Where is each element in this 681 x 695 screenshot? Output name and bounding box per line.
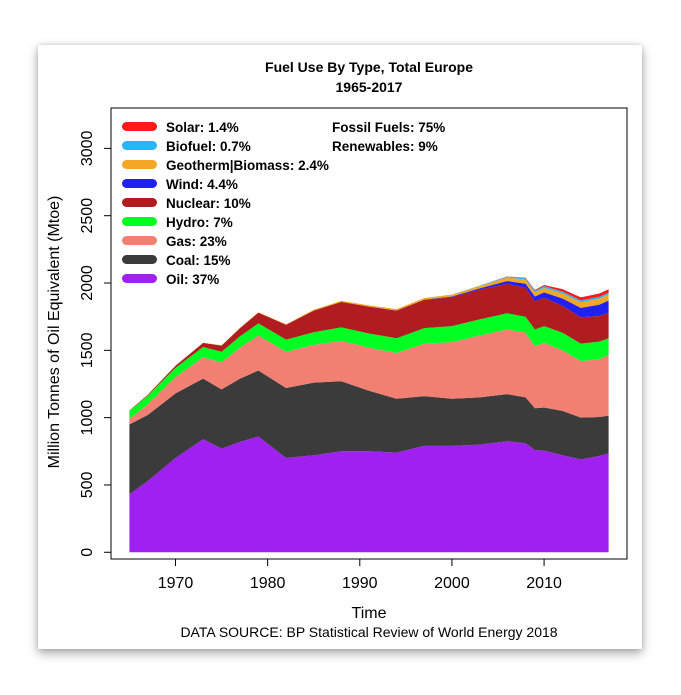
chart-card: Fuel Use By Type, Total Europe 1965-2017… [38, 45, 642, 649]
x-tick-label: 1980 [250, 575, 286, 592]
legend-entry: Nuclear: 10% [166, 196, 251, 211]
legend-entry: Biofuel: 0.7% [166, 139, 251, 154]
y-axis: 0 500 1000 1500 2000 2500 3000 [79, 130, 112, 557]
y-tick-label: 1000 [79, 400, 96, 436]
legend-entry: Coal: 15% [166, 253, 231, 268]
area-gas [129, 329, 609, 425]
legend-entry: Hydro: 7% [166, 215, 233, 230]
legend-swatch [122, 217, 157, 226]
legend-entry: Gas: 23% [166, 234, 227, 249]
legend-swatch [122, 236, 157, 245]
x-tick-label: 1990 [342, 575, 378, 592]
legend-summary: Renewables: 9% [332, 139, 438, 154]
y-tick-label: 500 [79, 472, 96, 499]
chart-subtitle: 1965-2017 [336, 79, 403, 95]
x-tick-label: 2000 [434, 575, 470, 592]
legend-swatch [122, 198, 157, 207]
y-tick-label: 2500 [79, 198, 96, 234]
y-tick-label: 1500 [79, 332, 96, 368]
chart-title: Fuel Use By Type, Total Europe [265, 59, 473, 75]
area-solar [129, 276, 609, 411]
legend-swatch [122, 179, 157, 188]
area-coal [129, 370, 609, 495]
legend-swatch [122, 160, 157, 169]
data-source-note: DATA SOURCE: BP Statistical Review of Wo… [180, 624, 557, 640]
legend-entry: Oil: 37% [166, 272, 219, 287]
legend-entry: Solar: 1.4% [166, 120, 239, 135]
legend-summary: Fossil Fuels: 75% [332, 120, 445, 135]
legend-swatch [122, 274, 157, 283]
legend: Solar: 1.4% Biofuel: 0.7% Geotherm|Biomass… [122, 120, 445, 287]
legend-swatch [122, 255, 157, 264]
area-nuclear [129, 283, 609, 411]
y-tick-label: 0 [79, 548, 96, 557]
area-oil [129, 436, 609, 553]
legend-entry: Wind: 4.4% [166, 177, 238, 192]
chart: Fuel Use By Type, Total Europe 1965-2017… [46, 59, 628, 640]
legend-entry: Geotherm|Biomass: 2.4% [166, 158, 329, 173]
legend-swatch [122, 122, 157, 131]
x-tick-label: 2010 [526, 575, 562, 592]
x-tick-label: 1970 [158, 575, 194, 592]
x-axis-label: Time [352, 605, 387, 622]
y-tick-label: 2000 [79, 265, 96, 301]
x-axis: 1970 1980 1990 2000 2010 [158, 558, 562, 592]
area-layers [129, 276, 609, 553]
y-axis-label: Million Tonnes of Oil Equivalent (Mtoe) [46, 196, 63, 469]
area-hydro [129, 313, 609, 419]
legend-swatch [122, 141, 157, 150]
y-tick-label: 3000 [79, 130, 96, 166]
